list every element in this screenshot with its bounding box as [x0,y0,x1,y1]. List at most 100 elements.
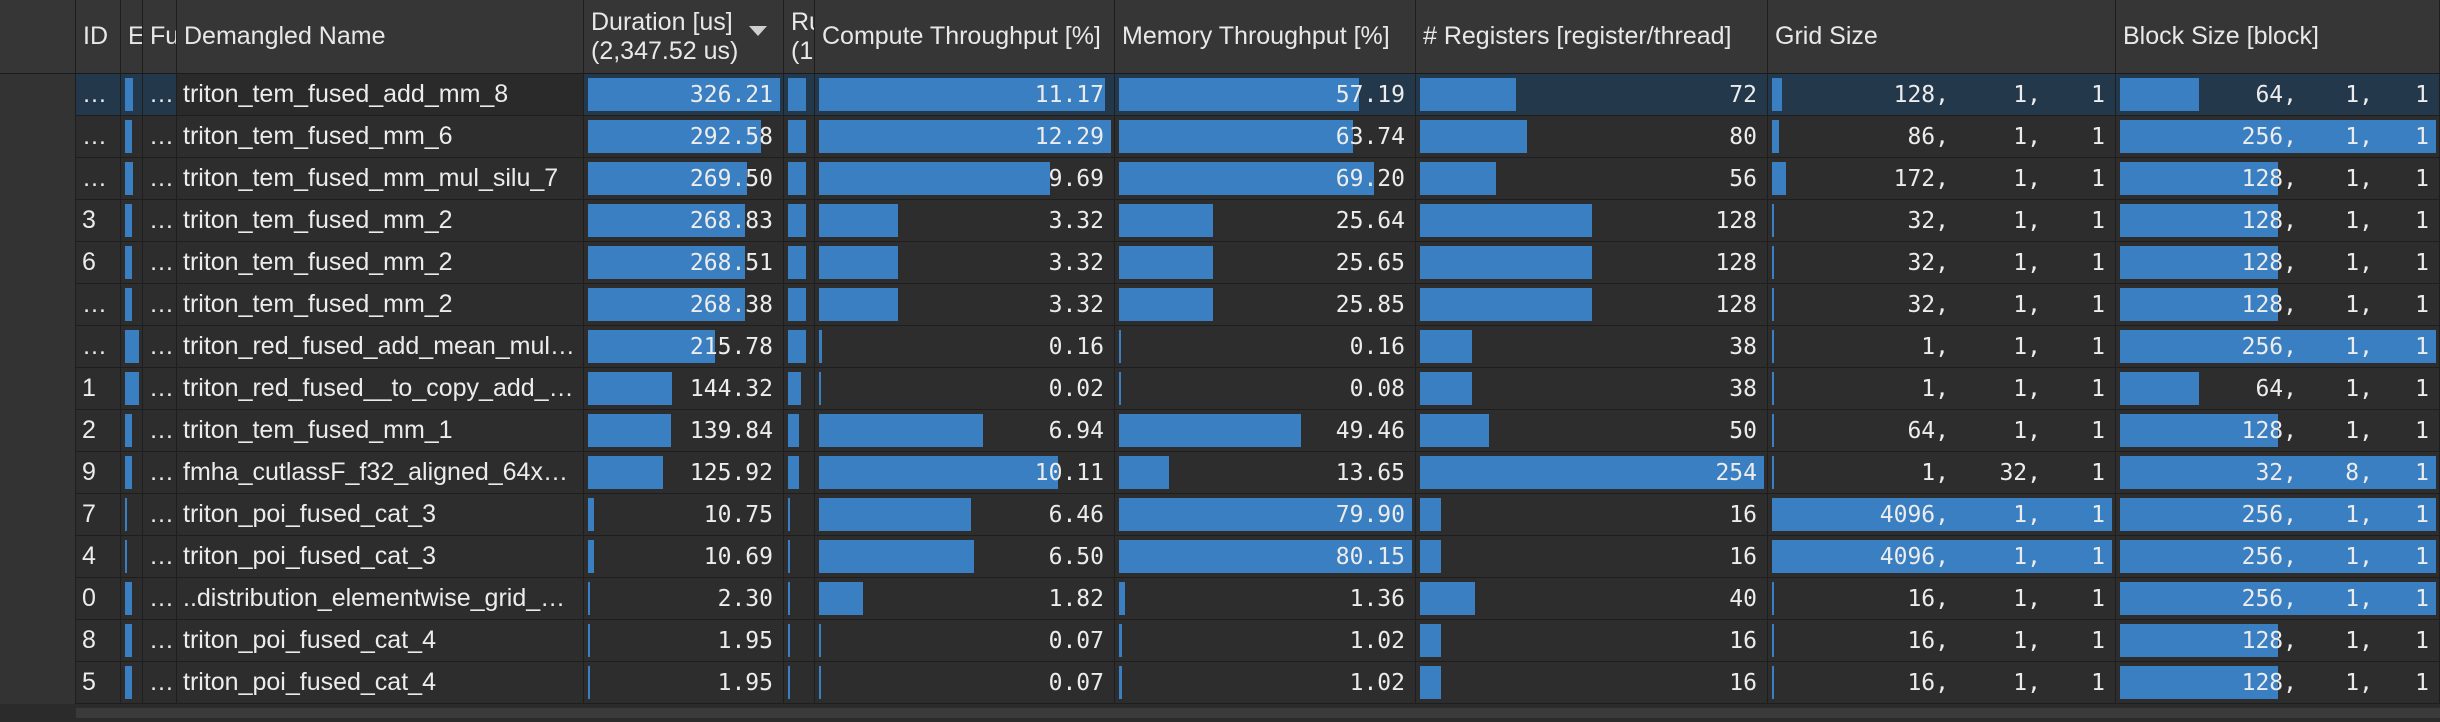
cell-registers[interactable]: 128 [1416,200,1768,242]
cell-duration[interactable]: 10.75 [584,494,784,536]
cell-est[interactable] [121,620,143,662]
row-header[interactable] [0,158,76,200]
cell-compute[interactable]: 0.16 [815,326,1115,368]
cell-name[interactable]: triton_tem_fused_add_mm_8 [177,74,584,116]
cell-registers[interactable]: 16 [1416,620,1768,662]
cell-name[interactable]: triton_red_fused_add_mean_mul… [177,326,584,368]
cell-block[interactable]: 128, 1, 1 [2116,242,2440,284]
cell-compute[interactable]: 6.50 [815,536,1115,578]
cell-compute[interactable]: 3.32 [815,200,1115,242]
column-header-registers[interactable]: # Registers [register/thread] [1416,0,1768,74]
sort-descending-icon[interactable] [749,26,767,36]
column-header-memory[interactable]: Memory Throughput [%] [1115,0,1416,74]
column-header-name[interactable]: Demangled Name [177,0,584,74]
column-header-compute[interactable]: Compute Throughput [%] [815,0,1115,74]
cell-ru[interactable] [784,74,815,116]
cell-fu[interactable]: … [143,536,177,578]
horizontal-scrollbar[interactable] [76,708,2440,718]
table-row[interactable]: 7 … triton_poi_fused_cat_3 10.75 6.46 79.90 16… [0,494,2440,536]
cell-memory[interactable]: 1.02 [1115,620,1416,662]
cell-duration[interactable]: 139.84 [584,410,784,452]
cell-fu[interactable]: … [143,158,177,200]
cell-est[interactable] [121,242,143,284]
cell-id[interactable]: 0 [76,578,121,620]
row-header[interactable] [0,242,76,284]
cell-fu[interactable]: … [143,368,177,410]
cell-compute[interactable]: 12.29 [815,116,1115,158]
cell-ru[interactable] [784,368,815,410]
cell-id[interactable]: 8 [76,620,121,662]
cell-grid[interactable]: 4096, 1, 1 [1768,536,2116,578]
cell-block[interactable]: 128, 1, 1 [2116,284,2440,326]
cell-compute[interactable]: 6.46 [815,494,1115,536]
table-row[interactable]: … … triton_tem_fused_mm_2 268.38 3.32 25.85 12… [0,284,2440,326]
cell-ru[interactable] [784,200,815,242]
cell-grid[interactable]: 16, 1, 1 [1768,620,2116,662]
column-header-fu[interactable]: Fu [143,0,177,74]
cell-id[interactable]: … [76,158,121,200]
cell-memory[interactable]: 69.20 [1115,158,1416,200]
row-header[interactable] [0,284,76,326]
cell-grid[interactable]: 172, 1, 1 [1768,158,2116,200]
cell-id[interactable]: 4 [76,536,121,578]
cell-compute[interactable]: 0.07 [815,662,1115,704]
cell-grid[interactable]: 32, 1, 1 [1768,200,2116,242]
table-row[interactable]: 4 … triton_poi_fused_cat_3 10.69 6.50 80.15 16… [0,536,2440,578]
cell-ru[interactable] [784,116,815,158]
cell-block[interactable]: 64, 1, 1 [2116,368,2440,410]
row-header[interactable] [0,452,76,494]
cell-name[interactable]: triton_poi_fused_cat_4 [177,620,584,662]
table-row[interactable]: 8 … triton_poi_fused_cat_4 1.95 0.07 1.02 16 16… [0,620,2440,662]
table-row[interactable]: … … triton_tem_fused_mm_mul_silu_7 269.50 9.… [0,158,2440,200]
column-header-id[interactable]: ID [76,0,121,74]
table-row[interactable]: … … triton_tem_fused_add_mm_8 326.21 11.17 57… [0,74,2440,116]
cell-memory[interactable]: 25.65 [1115,242,1416,284]
table-row[interactable]: 2 … triton_tem_fused_mm_1 139.84 6.94 49.46 50… [0,410,2440,452]
cell-id[interactable]: 3 [76,200,121,242]
cell-grid[interactable]: 64, 1, 1 [1768,410,2116,452]
cell-fu[interactable]: … [143,284,177,326]
row-header[interactable] [0,116,76,158]
cell-id[interactable]: 6 [76,242,121,284]
cell-memory[interactable]: 0.08 [1115,368,1416,410]
cell-id[interactable]: 1 [76,368,121,410]
cell-compute[interactable]: 11.17 [815,74,1115,116]
cell-duration[interactable]: 215.78 [584,326,784,368]
cell-grid[interactable]: 1, 1, 1 [1768,368,2116,410]
cell-est[interactable] [121,410,143,452]
cell-name[interactable]: triton_tem_fused_mm_2 [177,242,584,284]
table-row[interactable]: 9 … fmha_cutlassF_f32_aligned_64x… 125.92 10… [0,452,2440,494]
row-header[interactable] [0,368,76,410]
cell-duration[interactable]: 125.92 [584,452,784,494]
cell-duration[interactable]: 292.58 [584,116,784,158]
cell-fu[interactable]: … [143,620,177,662]
cell-est[interactable] [121,536,143,578]
cell-fu[interactable]: … [143,452,177,494]
cell-memory[interactable]: 49.46 [1115,410,1416,452]
cell-registers[interactable]: 38 [1416,326,1768,368]
cell-block[interactable]: 32, 8, 1 [2116,452,2440,494]
cell-compute[interactable]: 1.82 [815,578,1115,620]
cell-compute[interactable]: 10.11 [815,452,1115,494]
cell-grid[interactable]: 128, 1, 1 [1768,74,2116,116]
cell-memory[interactable]: 1.02 [1115,662,1416,704]
cell-block[interactable]: 256, 1, 1 [2116,578,2440,620]
cell-registers[interactable]: 56 [1416,158,1768,200]
cell-name[interactable]: triton_red_fused__to_copy_add_… [177,368,584,410]
cell-duration[interactable]: 144.32 [584,368,784,410]
cell-duration[interactable]: 269.50 [584,158,784,200]
cell-name[interactable]: triton_tem_fused_mm_6 [177,116,584,158]
column-header-est[interactable]: Es [121,0,143,74]
cell-ru[interactable] [784,242,815,284]
row-header[interactable] [0,326,76,368]
cell-name[interactable]: triton_tem_fused_mm_2 [177,200,584,242]
cell-registers[interactable]: 38 [1416,368,1768,410]
cell-est[interactable] [121,200,143,242]
cell-memory[interactable]: 25.64 [1115,200,1416,242]
cell-block[interactable]: 256, 1, 1 [2116,494,2440,536]
cell-est[interactable] [121,158,143,200]
cell-block[interactable]: 128, 1, 1 [2116,200,2440,242]
cell-duration[interactable]: 268.38 [584,284,784,326]
cell-fu[interactable]: … [143,494,177,536]
cell-id[interactable]: … [76,74,121,116]
